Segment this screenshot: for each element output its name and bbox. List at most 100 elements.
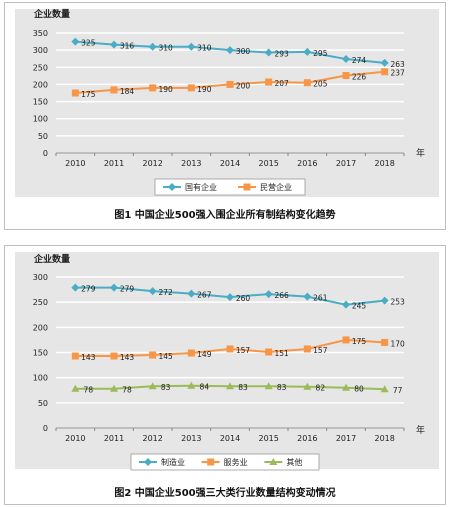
chart-2-point — [265, 348, 273, 356]
chart-2-xtick-label: 2012 — [142, 434, 162, 443]
chart-1-point — [342, 55, 350, 64]
chart-2-point — [342, 336, 350, 344]
chart-1-legend-label: 国有企业 — [185, 182, 217, 192]
chart-2-point — [110, 283, 118, 292]
chart-2-point — [187, 289, 196, 298]
chart-2-xtick-label: 2016 — [297, 434, 317, 443]
chart-1-xtick-label: 2017 — [336, 159, 356, 168]
chart-2-data-label: 143 — [120, 353, 135, 362]
chart-1-point — [148, 42, 157, 51]
chart-2-data-label: 84 — [200, 383, 210, 392]
chart-2-point — [380, 296, 389, 305]
chart-1-ytick-label: 350 — [33, 29, 48, 38]
chart-2-point — [148, 382, 157, 390]
chart-1-ytick-label: 100 — [33, 115, 48, 124]
chart-1-point — [303, 79, 311, 87]
chart-1-data-label: 205 — [313, 80, 328, 89]
chart-2-point — [264, 290, 273, 299]
chart-1-point — [110, 40, 118, 49]
chart-1-data-label: 300 — [236, 47, 251, 56]
chart-2-caption: 图2 中国企业500强三大类行业数量结构变动情况 — [114, 488, 336, 499]
chart-1-caption: 图1 中国企业500强入围企业所有制结构变化趋势 — [114, 210, 336, 221]
chart-2-point — [264, 382, 273, 390]
chart-2-xtick-label: 2014 — [220, 434, 240, 443]
chart-1-data-label: 310 — [197, 44, 212, 53]
chart-2-data-label: 260 — [236, 294, 251, 303]
chart-1-data-label: 226 — [352, 73, 367, 82]
chart-2-data-label: 143 — [81, 353, 96, 362]
chart-2-data-label: 145 — [159, 352, 174, 361]
chart-1-legend-label: 民营企业 — [260, 182, 292, 192]
chart-1-point — [71, 37, 80, 46]
chart-1-xtick-label: 2014 — [220, 159, 240, 168]
chart-1-data-label: 190 — [159, 85, 174, 94]
chart-1-point — [110, 86, 118, 94]
chart-2-data-label: 261 — [313, 294, 328, 303]
chart-2-legend-marker — [144, 458, 152, 466]
chart-2-data-label: 279 — [81, 285, 96, 294]
chart-1-point — [264, 48, 273, 57]
chart-2-xtick-label: 2017 — [336, 434, 356, 443]
chart-1-ylabel: 企业数量 — [33, 8, 70, 20]
chart-1-point — [381, 68, 389, 76]
chart-2-xtick-label: 2018 — [374, 434, 394, 443]
chart-2-point — [381, 338, 389, 346]
chart-1-data-label: 325 — [81, 39, 96, 48]
chart-2-data-label: 279 — [120, 285, 135, 294]
chart-2-ylabel: 企业数量 — [33, 253, 70, 265]
chart-2-ytick-label: 300 — [33, 273, 48, 282]
chart-1-data-label: 237 — [391, 69, 406, 78]
chart-2-data-label: 83 — [277, 383, 287, 392]
chart-1-data-label: 190 — [197, 85, 212, 94]
chart-1-ytick-label: 200 — [33, 80, 48, 89]
chart-2-xtick-label: 2013 — [181, 434, 201, 443]
chart-1-ytick-label: 0 — [43, 149, 48, 158]
chart-2-data-label: 78 — [84, 386, 94, 395]
chart-2-data-label: 151 — [275, 349, 290, 358]
chart-1-point — [149, 84, 157, 92]
chart-1-data-label: 200 — [236, 81, 251, 90]
chart-1-data-label: 274 — [352, 56, 367, 65]
chart-2-data-label: 82 — [316, 384, 326, 393]
chart-2-data-label: 170 — [391, 339, 406, 348]
chart-1-xtick-label: 2011 — [104, 159, 124, 168]
chart-2-point — [226, 293, 234, 302]
chart-2-point — [187, 381, 196, 389]
chart-1-legend — [154, 178, 306, 196]
chart-1-data-label: 263 — [391, 60, 406, 69]
chart-2-legend-marker — [269, 458, 278, 465]
chart-1-data-label: 295 — [313, 49, 328, 58]
chart-2-data-label: 83 — [238, 383, 248, 392]
chart-2-point — [149, 351, 157, 359]
chart-1-point — [71, 89, 79, 97]
chart-2-data-label: 83 — [161, 383, 171, 392]
chart-2-xtick-label: 2015 — [258, 434, 278, 443]
chart-2-data-label: 78 — [122, 386, 132, 395]
chart-2-point — [342, 300, 350, 309]
chart-2-point — [110, 352, 118, 360]
chart-2-legend-label: 服务业 — [224, 457, 248, 467]
chart-2-ytick-label: 50 — [38, 399, 48, 408]
chart-2-data-label: 149 — [197, 350, 212, 359]
chart-1-data-label: 293 — [275, 50, 290, 59]
chart-2-point — [303, 292, 312, 301]
chart-2-data-label: 272 — [159, 288, 174, 297]
chart-2-point — [187, 349, 195, 357]
chart-2-ytick-label: 150 — [33, 349, 48, 358]
chart-2-point — [71, 384, 80, 392]
chart-2-frame — [4, 245, 446, 505]
chart-1-background — [15, 9, 439, 197]
chart-1-point — [187, 42, 196, 51]
chart-1-xtick-label: 2010 — [65, 159, 85, 168]
chart-2-xtick-label: 2011 — [104, 434, 124, 443]
chart-2-point — [148, 287, 157, 296]
chart-1-frame — [4, 2, 446, 230]
chart-1-legend-marker — [168, 183, 176, 191]
chart-2-data-label: 245 — [352, 302, 367, 311]
chart-2-data-label: 157 — [313, 346, 328, 355]
chart-1-data-label: 310 — [159, 44, 174, 53]
chart-1-ytick-label: 300 — [33, 46, 48, 55]
chart-1: 企业数量 0 50 100 150 200 250 300 350 2010 2011 2012 201… — [33, 8, 425, 196]
chart-1-point — [187, 84, 195, 92]
